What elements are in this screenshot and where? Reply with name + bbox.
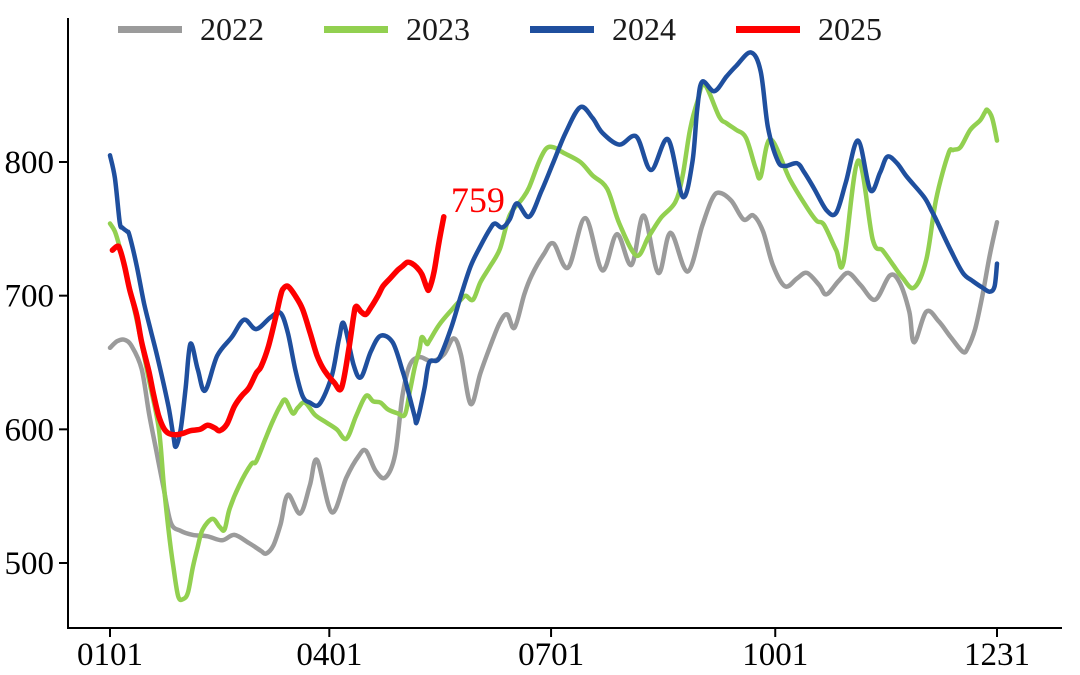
series-line-2022 (107, 190, 1000, 557)
legend-swatch-2024 (530, 25, 594, 33)
x-tick-label: 0701 (518, 637, 584, 673)
legend-swatch-2022 (118, 25, 182, 33)
legend-label-2022: 2022 (200, 11, 264, 47)
legend-label-2023: 2023 (406, 11, 470, 47)
y-tick-label: 800 (5, 145, 55, 181)
legend-swatch-2025 (736, 25, 800, 33)
y-tick-label: 600 (5, 412, 55, 448)
legend: 2022 2023 2024 2025 (118, 13, 882, 45)
legend-item-2022: 2022 (118, 13, 264, 45)
x-tick-label: 0101 (77, 637, 143, 673)
annotation-last-value: 759 (451, 180, 505, 220)
series-line-2025 (109, 214, 447, 438)
y-tick-label: 500 (5, 546, 55, 582)
x-tick-label: 0401 (296, 637, 362, 673)
legend-label-2024: 2024 (612, 11, 676, 47)
legend-item-2025: 2025 (736, 13, 882, 45)
x-tick-label: 1231 (964, 637, 1030, 673)
series-line-2024 (107, 50, 1000, 450)
x-tick-label: 1001 (742, 637, 808, 673)
series-line-2023 (107, 81, 1000, 603)
legend-item-2024: 2024 (530, 13, 676, 45)
legend-swatch-2023 (324, 25, 388, 33)
y-tick-label: 700 (5, 279, 55, 315)
legend-item-2023: 2023 (324, 13, 470, 45)
legend-label-2025: 2025 (818, 11, 882, 47)
